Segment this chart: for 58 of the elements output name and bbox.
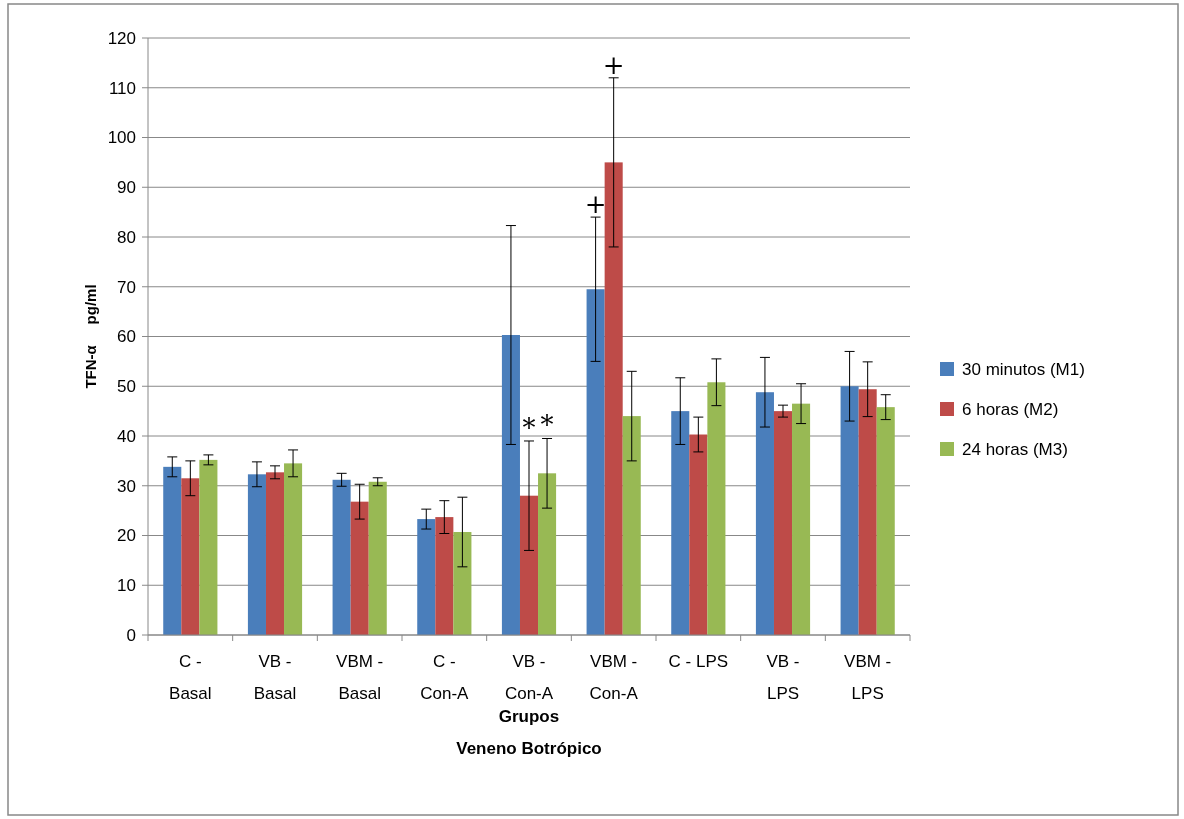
x-tick-label: C - Con-A <box>420 652 470 703</box>
bar <box>671 411 690 635</box>
bar <box>689 434 708 635</box>
bar <box>417 519 436 635</box>
y-tick-label: 40 <box>117 426 136 446</box>
x-tick-label: VB - LPS <box>766 652 800 703</box>
bar <box>519 495 539 635</box>
x-axis-title: Grupos Veneno Botrópico <box>456 707 602 758</box>
bar <box>247 474 266 635</box>
bar <box>792 403 811 635</box>
bar <box>586 289 605 635</box>
x-tick-label: VBM - Con-A <box>589 652 639 703</box>
bar <box>538 473 557 635</box>
y-tick-label: 120 <box>107 28 136 48</box>
bar <box>858 389 877 635</box>
annotation: * <box>522 412 536 443</box>
annotation: * <box>540 410 554 441</box>
annotation: + <box>584 189 607 220</box>
bar <box>332 479 351 635</box>
y-tick-label: 10 <box>117 576 136 596</box>
bar <box>622 416 641 635</box>
y-tick-label: 30 <box>117 476 136 496</box>
legend-label: 24 horas (M3) <box>962 439 1068 459</box>
bar <box>435 517 454 635</box>
x-tick-label: VBM - Basal <box>336 652 384 703</box>
y-tick-label: 90 <box>117 178 136 198</box>
bar <box>163 466 182 635</box>
x-tick-label: VBM - LPS <box>844 652 892 703</box>
y-tick-label: 50 <box>117 377 136 397</box>
bar <box>840 386 859 635</box>
y-tick-label: 0 <box>126 625 136 645</box>
bar <box>773 411 793 635</box>
bar <box>604 162 623 635</box>
bar <box>453 532 472 635</box>
bar <box>876 407 895 635</box>
bar <box>265 472 285 635</box>
y-tick-label: 100 <box>107 128 136 148</box>
bar <box>199 459 218 635</box>
y-tick-label: 70 <box>117 277 136 297</box>
y-tick-label: 20 <box>117 526 136 546</box>
bar <box>501 335 520 635</box>
x-tick-label: VB - Con-A <box>504 652 554 703</box>
bar <box>284 463 303 635</box>
bar <box>181 478 200 635</box>
y-tick-label: 80 <box>117 227 136 247</box>
annotation: + <box>602 49 625 80</box>
legend-label: 30 minutos (M1) <box>962 359 1085 379</box>
y-tick-label: 60 <box>117 327 136 347</box>
y-tick-label: 110 <box>108 78 136 98</box>
bar <box>350 501 369 635</box>
bar <box>755 392 774 635</box>
y-axis-title: TFN-α pg/ml <box>82 284 99 389</box>
legend-label: 6 horas (M2) <box>962 399 1059 419</box>
x-tick-label: VB - Basal <box>253 652 297 703</box>
x-tick-label: C - LPS <box>668 652 729 671</box>
bar <box>707 382 726 635</box>
x-tick-label: C - Basal <box>169 652 212 703</box>
bar <box>368 481 387 635</box>
